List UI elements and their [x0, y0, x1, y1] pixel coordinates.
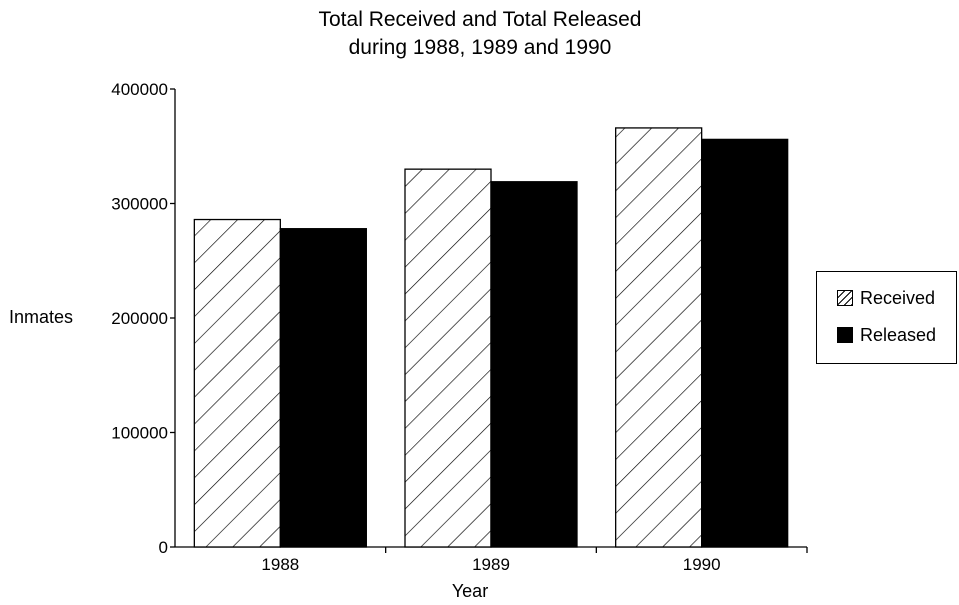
y-tick-label: 400000	[111, 80, 168, 99]
x-tick-label: 1989	[472, 555, 510, 574]
bar-received-1989	[404, 168, 492, 548]
y-tick-label: 300000	[111, 195, 168, 214]
legend-swatch-released	[837, 327, 853, 343]
legend-item-received: Received	[837, 288, 935, 308]
legend-swatch-received	[837, 290, 853, 306]
chart-title: Total Received and Total Released	[318, 8, 642, 31]
legend-item-released: Released	[837, 325, 936, 345]
x-axis-label: Year	[451, 581, 489, 601]
y-tick-label: 0	[159, 538, 168, 557]
legend: Received Released	[816, 271, 957, 364]
y-axis-label: Inmates	[9, 307, 74, 327]
bar-received-1990	[615, 127, 703, 548]
x-tick-label: 1990	[683, 555, 721, 574]
x-tick-label: 1988	[261, 555, 299, 574]
bar-released-1990	[701, 138, 789, 548]
bar-released-1989	[490, 181, 578, 548]
bar-received-1988	[193, 218, 281, 548]
bar-released-1988	[279, 228, 367, 548]
y-tick-label: 200000	[111, 309, 168, 328]
y-tick-label: 100000	[111, 424, 168, 443]
legend-label-released: Released	[860, 324, 937, 345]
legend-label-received: Received	[860, 287, 936, 308]
chart-subtitle: during 1988, 1989 and 1990	[348, 36, 612, 59]
